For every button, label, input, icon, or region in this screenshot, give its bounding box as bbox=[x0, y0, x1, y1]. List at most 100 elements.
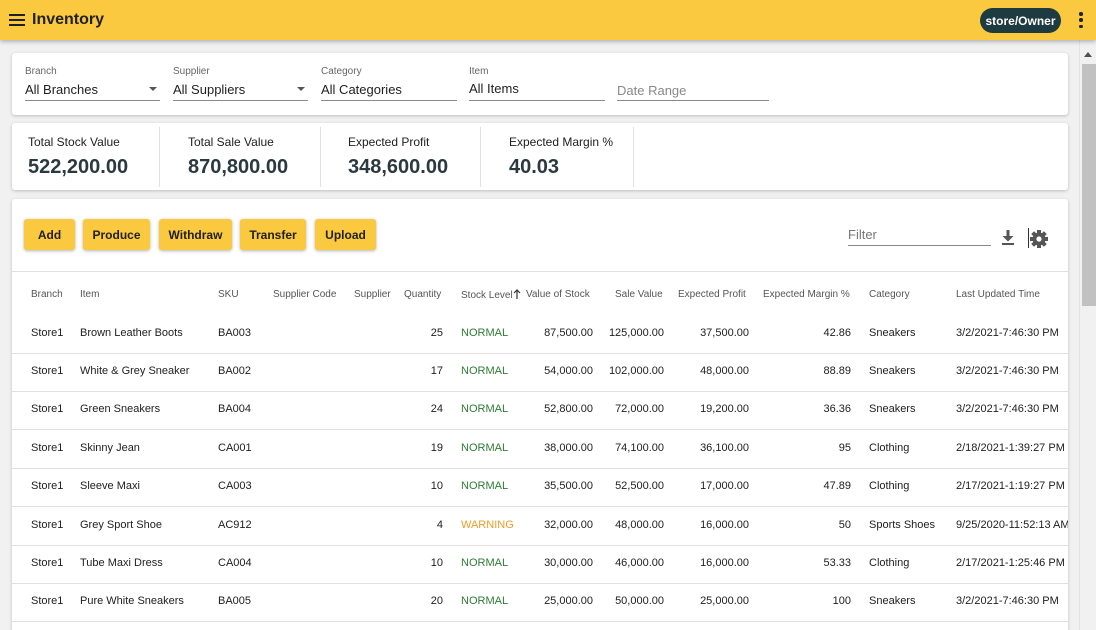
table-row[interactable]: Store1 White & Grey Sneaker BA002 17 NORMAL 5… bbox=[12, 354, 1068, 392]
column-header-value-of-stock[interactable]: Value of Stock bbox=[526, 289, 590, 300]
cell-value-of-stock: 30,000.00 bbox=[544, 557, 593, 569]
cell-expected-margin: 42.86 bbox=[823, 327, 851, 339]
column-header-branch[interactable]: Branch bbox=[31, 289, 63, 300]
filter-input[interactable]: Filter bbox=[848, 224, 991, 246]
scroll-up-arrow-icon[interactable] bbox=[1084, 52, 1092, 57]
table-row[interactable]: Store1 Green Sneakers BA004 24 NORMAL 52,800.… bbox=[12, 392, 1068, 430]
total-sale-value-amount: 870,800.00 bbox=[188, 156, 289, 178]
date-range-placeholder: Date Range bbox=[617, 83, 687, 98]
cell-sku: BA003 bbox=[218, 327, 252, 339]
expected-profit-amount: 348,600.00 bbox=[348, 156, 449, 178]
item-label: Item bbox=[469, 66, 489, 77]
cell-stock-level: NORMAL bbox=[461, 403, 509, 415]
cell-sale-value: 52,500.00 bbox=[615, 480, 664, 492]
cell-stock-level: NORMAL bbox=[461, 327, 509, 339]
total-stock-value: Total Stock Value 522,200.00 bbox=[12, 123, 159, 190]
column-header-category[interactable]: Category bbox=[869, 289, 910, 300]
table-row[interactable]: Store1 Brown Leather Boots BA003 25 NORMAL 87… bbox=[12, 316, 1068, 354]
table-row[interactable]: Store1 Sleeve Maxi CA003 10 NORMAL 35,500.00 5… bbox=[12, 469, 1068, 507]
category-field[interactable]: Category All Categories bbox=[321, 53, 457, 115]
cell-expected-profit: 48,000.00 bbox=[700, 365, 749, 377]
total-stock-value-amount: 522,200.00 bbox=[28, 156, 129, 178]
column-header-supplier-code[interactable]: Supplier Code bbox=[273, 289, 337, 300]
cell-sku: AC912 bbox=[218, 519, 252, 531]
column-header-item[interactable]: Item bbox=[80, 289, 100, 300]
cell-expected-profit: 17,000.00 bbox=[700, 480, 749, 492]
table-row[interactable]: Store1 Grey Sport Shoe AC912 4 WARNING 32,000… bbox=[12, 508, 1068, 546]
table-row[interactable]: Store1 Pure White Sneakers BA005 20 NORMAL 25… bbox=[12, 584, 1068, 622]
table-row[interactable]: Store1 Skinny Jean CA001 19 NORMAL 38,000.00 7… bbox=[12, 431, 1068, 469]
column-header-last-updated[interactable]: Last Updated Time bbox=[956, 289, 1040, 300]
cell-quantity: 20 bbox=[430, 595, 443, 607]
cell-sku: CA003 bbox=[218, 480, 252, 492]
cell-quantity: 24 bbox=[430, 403, 443, 415]
total-stock-value-label: Total Stock Value bbox=[28, 135, 120, 149]
column-header-expected-profit[interactable]: Expected Profit bbox=[678, 289, 746, 300]
date-range-field[interactable]: Date Range bbox=[617, 53, 769, 115]
cell-sale-value: 50,000.00 bbox=[615, 595, 664, 607]
branch-select[interactable]: Branch All Branches bbox=[25, 53, 160, 115]
column-header-sku[interactable]: SKU bbox=[218, 289, 239, 300]
cell-quantity: 4 bbox=[436, 519, 443, 531]
cell-branch: Store1 bbox=[31, 557, 64, 569]
cell-value-of-stock: 38,000.00 bbox=[544, 442, 593, 454]
transfer-button[interactable]: Transfer bbox=[240, 219, 306, 250]
cell-branch: Store1 bbox=[31, 365, 64, 377]
cell-item: Tube Maxi Dress bbox=[80, 557, 163, 569]
cell-value-of-stock: 32,000.00 bbox=[544, 519, 593, 531]
add-button[interactable]: Add bbox=[24, 219, 75, 250]
category-label: Category bbox=[321, 66, 362, 77]
cell-last-updated: 3/2/2021-7:46:30 PM bbox=[956, 403, 1059, 415]
cell-expected-profit: 37,500.00 bbox=[700, 327, 749, 339]
more-vert-icon[interactable] bbox=[1075, 12, 1087, 28]
scrollbar-thumb[interactable] bbox=[1082, 64, 1096, 306]
vertical-scrollbar[interactable] bbox=[1079, 40, 1096, 630]
produce-button[interactable]: Produce bbox=[83, 219, 150, 250]
cell-sku: CA004 bbox=[218, 557, 252, 569]
cell-category: Clothing bbox=[869, 480, 910, 492]
cell-item: Sleeve Maxi bbox=[80, 480, 140, 492]
item-field[interactable]: Item All Items bbox=[469, 53, 605, 115]
cell-expected-profit: 16,000.00 bbox=[700, 557, 749, 569]
cell-sale-value: 72,000.00 bbox=[615, 403, 664, 415]
column-header-supplier[interactable]: Supplier bbox=[354, 289, 391, 300]
category-value: All Categories bbox=[321, 82, 402, 97]
hamburger-menu-icon[interactable] bbox=[9, 14, 25, 26]
cell-expected-margin: 50 bbox=[838, 519, 851, 531]
branch-label: Branch bbox=[25, 66, 57, 77]
withdraw-button[interactable]: Withdraw bbox=[159, 219, 232, 250]
cell-stock-level: NORMAL bbox=[461, 557, 509, 569]
cell-stock-level: NORMAL bbox=[461, 365, 509, 377]
cell-branch: Store1 bbox=[31, 442, 64, 454]
supplier-select[interactable]: Supplier All Suppliers bbox=[173, 53, 308, 115]
upload-button[interactable]: Upload bbox=[315, 219, 376, 250]
item-value: All Items bbox=[469, 81, 519, 96]
cell-last-updated: 3/2/2021-7:46:30 PM bbox=[956, 365, 1059, 377]
chevron-down-icon bbox=[297, 87, 305, 91]
download-icon[interactable] bbox=[1002, 230, 1014, 245]
inventory-card: Add Produce Withdraw Transfer Upload Fil… bbox=[12, 199, 1068, 630]
cell-item: White & Grey Sneaker bbox=[80, 365, 190, 377]
user-account-chip[interactable]: store/Owner bbox=[980, 8, 1061, 33]
expected-margin-amount: 40.03 bbox=[509, 156, 560, 178]
filters-card: Branch All Branches Supplier All Supplie… bbox=[12, 53, 1068, 115]
cell-expected-profit: 19,200.00 bbox=[700, 403, 749, 415]
cell-sku: BA002 bbox=[218, 365, 252, 377]
table-row[interactable]: Store1 Tube Maxi Dress CA004 10 NORMAL 30,000… bbox=[12, 546, 1068, 584]
supplier-value: All Suppliers bbox=[173, 82, 246, 97]
column-header-expected-margin[interactable]: Expected Margin % bbox=[763, 289, 850, 300]
gear-icon[interactable] bbox=[1029, 229, 1049, 249]
expected-margin-total: Expected Margin % 40.03 bbox=[493, 123, 633, 190]
column-header-stock-level[interactable]: Stock Level bbox=[461, 289, 521, 301]
cell-branch: Store1 bbox=[31, 403, 64, 415]
cell-item: Pure White Sneakers bbox=[80, 595, 184, 607]
cell-stock-level: NORMAL bbox=[461, 480, 509, 492]
column-header-quantity[interactable]: Quantity bbox=[404, 289, 442, 300]
cell-last-updated: 2/17/2021-1:19:27 PM bbox=[956, 480, 1065, 492]
cell-item: Green Sneakers bbox=[80, 403, 161, 415]
app-bar: Inventory store/Owner bbox=[0, 0, 1096, 40]
expected-margin-label: Expected Margin % bbox=[509, 135, 614, 149]
total-sale-value: Total Sale Value 870,800.00 bbox=[172, 123, 319, 190]
cell-value-of-stock: 35,500.00 bbox=[544, 480, 593, 492]
column-header-sale-value[interactable]: Sale Value bbox=[615, 289, 663, 300]
